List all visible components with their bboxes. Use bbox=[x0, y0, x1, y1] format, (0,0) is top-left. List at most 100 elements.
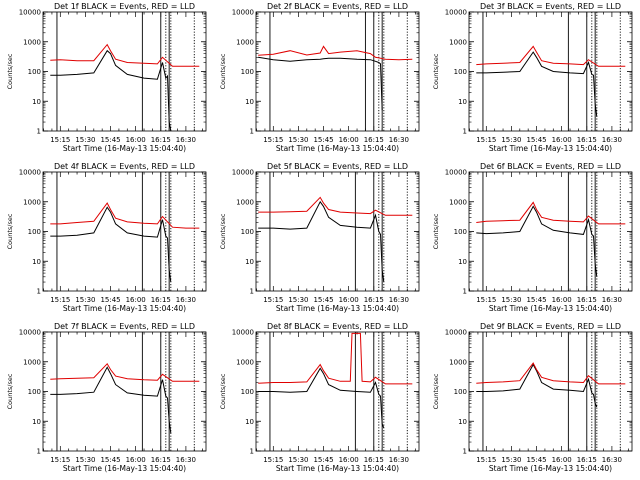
y-tick-label: 10000 bbox=[232, 9, 254, 17]
plot-frame bbox=[468, 171, 633, 292]
panel-det-7: 1 10 100 1000 10000 15:15 15:30 15:45 16:00 16:15… bbox=[6, 322, 207, 473]
y-axis-label: Counts/sec bbox=[219, 213, 227, 249]
series-events-line bbox=[476, 51, 598, 117]
x-tick-label: 16:30 bbox=[176, 136, 196, 144]
x-tick-label: 15:30 bbox=[288, 456, 308, 464]
x-axis-label: Start Time (16-May-13 15:04:40) bbox=[276, 464, 399, 473]
x-tick-label: 16:30 bbox=[176, 456, 196, 464]
panel-det-4: 1 10 100 1000 10000 15:15 15:30 15:45 16:00 16:15… bbox=[6, 162, 207, 313]
panel-det-1: 1 10 100 1000 10000 15:15 15:30 15:45 16:00 16:15… bbox=[6, 2, 207, 153]
panel-det-9: 1 10 100 1000 10000 15:15 15:30 15:45 16:00 16:15… bbox=[432, 322, 633, 473]
plot-frame bbox=[255, 171, 420, 292]
x-tick-label: 15:45 bbox=[313, 136, 333, 144]
series-lld-line bbox=[50, 202, 200, 229]
x-tick-label: 16:30 bbox=[389, 136, 409, 144]
x-tick-label: 15:45 bbox=[526, 296, 546, 304]
y-tick-label: 100 bbox=[28, 388, 41, 396]
panel-title: Det 6f BLACK = Events, RED = LLD bbox=[480, 162, 621, 171]
panel-det-6: 1 10 100 1000 10000 15:15 15:30 15:45 16:00 16:15… bbox=[432, 162, 633, 313]
x-tick-label: 15:15 bbox=[263, 296, 283, 304]
y-tick-label: 100 bbox=[241, 228, 254, 236]
y-tick-label: 1 bbox=[250, 288, 254, 296]
series-lld-line bbox=[258, 332, 413, 385]
series-events-line bbox=[50, 206, 172, 283]
panel-title: Det 1f BLACK = Events, RED = LLD bbox=[54, 2, 195, 11]
y-tick-label: 10 bbox=[458, 258, 467, 266]
x-axis-label: Start Time (16-May-13 15:04:40) bbox=[63, 464, 186, 473]
x-tick-label: 15:15 bbox=[50, 296, 70, 304]
panel-title: Det 3f BLACK = Events, RED = LLD bbox=[480, 2, 621, 11]
x-tick-label: 16:30 bbox=[389, 456, 409, 464]
x-tick-label: 16:00 bbox=[339, 136, 359, 144]
x-tick-label: 16:30 bbox=[389, 296, 409, 304]
y-tick-label: 1000 bbox=[236, 198, 254, 206]
y-tick-label: 100 bbox=[454, 388, 467, 396]
y-axis-label: Counts/sec bbox=[432, 53, 440, 89]
y-tick-label: 10 bbox=[245, 258, 254, 266]
x-tick-label: 15:30 bbox=[75, 296, 95, 304]
x-tick-label: 16:15 bbox=[364, 456, 384, 464]
y-tick-label: 10000 bbox=[19, 9, 41, 17]
x-tick-label: 15:30 bbox=[501, 136, 521, 144]
x-tick-label: 16:15 bbox=[151, 296, 171, 304]
series-lld-line bbox=[50, 362, 200, 382]
y-tick-label: 1000 bbox=[236, 38, 254, 46]
y-axis-label: Counts/sec bbox=[219, 53, 227, 89]
x-axis-label: Start Time (16-May-13 15:04:40) bbox=[276, 304, 399, 313]
y-tick-label: 1 bbox=[37, 448, 41, 456]
x-tick-label: 15:45 bbox=[526, 456, 546, 464]
x-axis-label: Start Time (16-May-13 15:04:40) bbox=[489, 144, 612, 153]
x-tick-label: 16:00 bbox=[339, 296, 359, 304]
x-tick-label: 15:30 bbox=[501, 456, 521, 464]
x-tick-label: 16:30 bbox=[602, 136, 622, 144]
y-tick-label: 10000 bbox=[445, 169, 467, 177]
series-lld-line bbox=[258, 196, 413, 216]
x-tick-label: 16:00 bbox=[552, 456, 572, 464]
plot-frame bbox=[42, 11, 207, 132]
plot-frame bbox=[42, 171, 207, 292]
y-tick-label: 1 bbox=[463, 448, 467, 456]
y-tick-label: 1 bbox=[37, 128, 41, 136]
y-tick-label: 1000 bbox=[449, 198, 467, 206]
y-axis-label: Counts/sec bbox=[6, 213, 14, 249]
x-tick-label: 15:15 bbox=[476, 456, 496, 464]
y-tick-label: 1 bbox=[250, 128, 254, 136]
y-tick-label: 10 bbox=[458, 418, 467, 426]
x-tick-label: 15:30 bbox=[501, 296, 521, 304]
panel-det-2: 1 10 100 1000 10000 15:15 15:30 15:45 16:00 16:15… bbox=[219, 2, 420, 153]
y-tick-label: 1 bbox=[463, 288, 467, 296]
y-tick-label: 1 bbox=[37, 288, 41, 296]
x-tick-label: 15:15 bbox=[263, 456, 283, 464]
y-tick-label: 1000 bbox=[23, 38, 41, 46]
x-axis-label: Start Time (16-May-13 15:04:40) bbox=[489, 304, 612, 313]
y-axis-label: Counts/sec bbox=[6, 53, 14, 89]
x-tick-label: 16:00 bbox=[552, 296, 572, 304]
y-tick-label: 1000 bbox=[236, 358, 254, 366]
y-tick-label: 1000 bbox=[23, 198, 41, 206]
x-tick-label: 15:30 bbox=[75, 136, 95, 144]
y-axis-label: Counts/sec bbox=[6, 373, 14, 409]
y-tick-label: 100 bbox=[241, 68, 254, 76]
y-tick-label: 10000 bbox=[445, 329, 467, 337]
y-tick-label: 10 bbox=[245, 98, 254, 106]
x-tick-label: 16:00 bbox=[126, 456, 146, 464]
series-events-line bbox=[476, 363, 598, 408]
x-tick-label: 15:30 bbox=[288, 136, 308, 144]
panel-det-5: 1 10 100 1000 10000 15:15 15:30 15:45 16:00 16:15… bbox=[219, 162, 420, 313]
x-tick-label: 16:15 bbox=[151, 136, 171, 144]
series-lld-line bbox=[476, 362, 626, 385]
series-events-line bbox=[50, 49, 172, 131]
x-tick-label: 15:15 bbox=[50, 136, 70, 144]
panel-title: Det 2f BLACK = Events, RED = LLD bbox=[267, 2, 408, 11]
x-tick-label: 16:00 bbox=[126, 296, 146, 304]
y-tick-label: 100 bbox=[28, 228, 41, 236]
series-events-line bbox=[258, 200, 385, 283]
x-tick-label: 15:15 bbox=[263, 136, 283, 144]
x-tick-label: 15:45 bbox=[313, 456, 333, 464]
y-tick-label: 1 bbox=[463, 128, 467, 136]
x-tick-label: 16:15 bbox=[151, 456, 171, 464]
x-tick-label: 15:45 bbox=[526, 136, 546, 144]
x-tick-label: 15:45 bbox=[100, 456, 120, 464]
y-tick-label: 100 bbox=[454, 228, 467, 236]
y-tick-label: 10 bbox=[32, 98, 41, 106]
